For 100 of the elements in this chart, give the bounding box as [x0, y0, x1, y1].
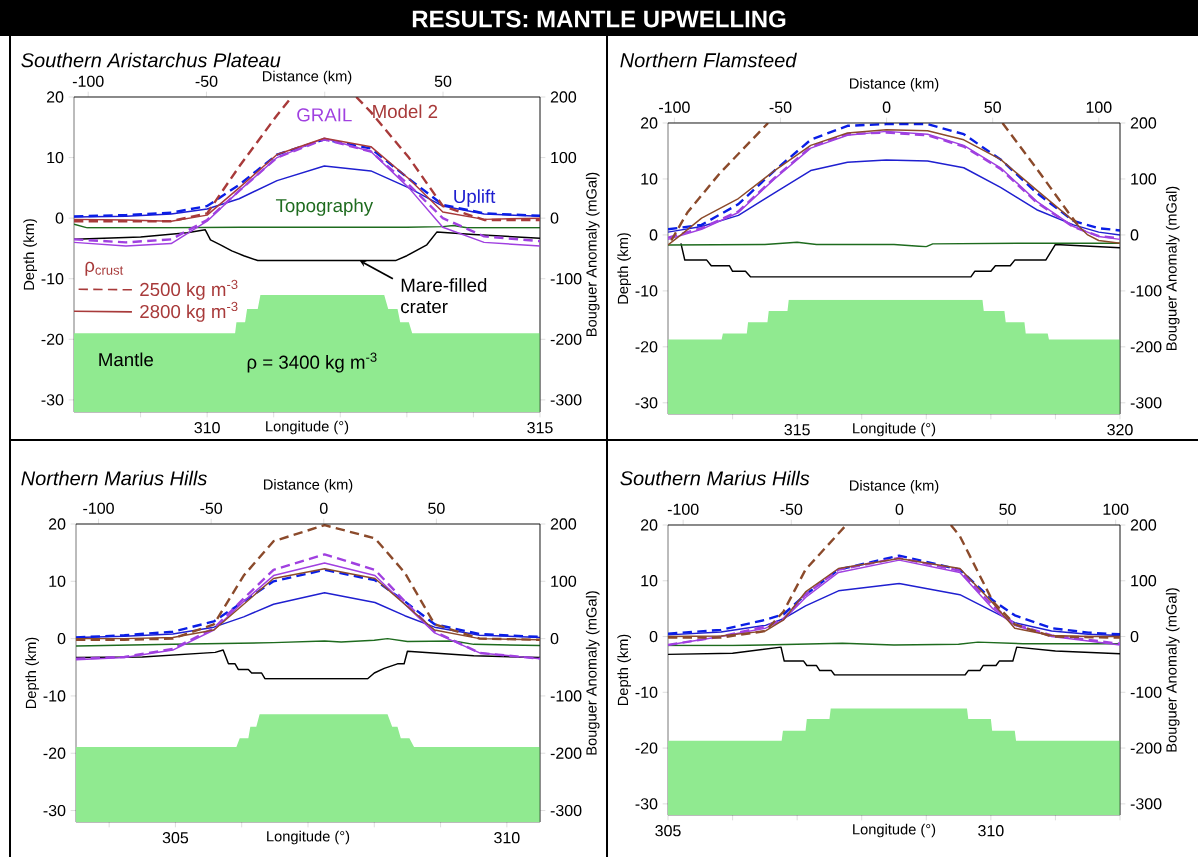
y2-axis-title: Bouguer Anomaly (mGal)	[585, 591, 600, 755]
x-tick-label: 305	[655, 825, 681, 837]
line-series	[668, 582, 1121, 637]
x2-tick-label: -100	[659, 101, 690, 113]
y2-axis-title: Bouguer Anomaly (mGal)	[585, 172, 600, 337]
y2-tick-label: -200	[550, 333, 582, 345]
x-tick-label: 315	[527, 422, 553, 434]
annotation: Mantle	[99, 352, 154, 367]
y-axis-title: Depth (km)	[617, 634, 632, 706]
y-tick-label: -30	[635, 798, 658, 810]
x-tick-label: 310	[978, 825, 1004, 837]
y-tick-label: 20	[640, 117, 658, 129]
y2-tick-label: 0	[550, 212, 559, 224]
y2-tick-label: -300	[550, 394, 582, 406]
y2-tick-label: -200	[1130, 742, 1162, 754]
series-label: Topography	[275, 198, 374, 216]
x-tick-label: 320	[1107, 424, 1133, 436]
y2-tick-label: 100	[1131, 575, 1157, 587]
y-tick-label: -10	[635, 686, 658, 698]
y-tick-label: -30	[635, 397, 658, 409]
y2-tick-label: -100	[550, 273, 582, 285]
y-tick-label: 0	[57, 632, 66, 645]
y-tick-label: 20	[640, 519, 658, 531]
y-tick-label: 10	[49, 575, 66, 587]
y2-tick-label: 100	[551, 151, 577, 164]
y2-tick-label: -300	[550, 804, 582, 817]
y-tick-label: -20	[43, 747, 66, 759]
annotation: ρ = 3400 kg m$^{-3}$	[247, 352, 377, 373]
y-tick-label: -20	[41, 333, 64, 345]
x-tick-label: 315	[784, 424, 810, 436]
x-axis-title: Longitude (°)	[267, 830, 350, 845]
x-tick-label: 310	[494, 832, 520, 844]
x2-tick-label: 100	[1103, 503, 1129, 515]
x2-tick-label: 50	[434, 75, 452, 87]
y2-tick-label: -100	[1130, 285, 1162, 297]
y2-tick-label: 0	[1130, 229, 1139, 241]
x2-tick-label: 50	[999, 503, 1016, 515]
y2-axis-title: Bouguer Anomaly (mGal)	[1165, 186, 1180, 351]
chart-title: Northern Marius Hills	[21, 470, 207, 486]
y2-tick-label: 200	[550, 518, 577, 530]
y-tick-label: -20	[635, 742, 658, 754]
x2-tick-label: -100	[72, 75, 104, 87]
chart-title: Southern Marius Hills	[620, 470, 810, 486]
annotation: ρ$_{crust}$	[85, 261, 124, 276]
line-series	[76, 637, 540, 647]
x2-tick-label: 0	[895, 503, 904, 515]
x2-tick-label: -100	[667, 503, 699, 515]
x2-tick-label: 50	[984, 101, 1001, 113]
y2-tick-label: -300	[1130, 397, 1162, 409]
y-tick-label: 0	[55, 212, 64, 224]
y-tick-label: 10	[641, 173, 658, 185]
y2-tick-label: 0	[550, 632, 559, 645]
line-series	[668, 159, 1121, 236]
y2-tick-label: 0	[1130, 630, 1139, 643]
y2-tick-label: 200	[1130, 519, 1157, 531]
annotation: 2500 kg m$^{-3}$	[140, 279, 238, 300]
x-tick-label: 310	[194, 422, 220, 434]
x2-axis-title: Distance (km)	[850, 479, 939, 494]
y-tick-label: 10	[47, 151, 64, 164]
chart-title: Southern Aristarchus Plateau	[21, 52, 281, 68]
x2-tick-label: -100	[83, 502, 114, 514]
y-tick-label: 20	[46, 91, 64, 103]
y-tick-label: -10	[43, 690, 66, 702]
x2-tick-label: -50	[769, 101, 792, 113]
x2-tick-label: 0	[882, 101, 891, 113]
y-tick-label: -10	[635, 285, 658, 297]
y-tick-label: 10	[641, 575, 658, 587]
y-tick-label: 20	[48, 518, 66, 530]
y-axis-title: Depth (km)	[23, 219, 37, 290]
x2-tick-label: 50	[428, 502, 445, 514]
chart-title: Northern Flamsteed	[620, 52, 797, 68]
y2-tick-label: -300	[1130, 798, 1162, 810]
x-tick-label: 305	[162, 832, 189, 844]
text: RESULTS: MANTLE UPWELLING	[412, 10, 786, 28]
y2-tick-label: 100	[551, 575, 577, 587]
series-label: Uplift	[454, 189, 496, 207]
x2-tick-label: 100	[1086, 101, 1112, 113]
x2-axis-title: Distance (km)	[262, 70, 352, 85]
y2-tick-label: 100	[1131, 173, 1157, 185]
series-label: GRAIL	[297, 108, 352, 122]
annotation: 2800 kg m$^{-3}$	[140, 301, 238, 322]
y-axis-title: Depth (km)	[617, 233, 632, 304]
x2-tick-label: -50	[195, 75, 218, 87]
y2-tick-label: 200	[1130, 117, 1157, 129]
y-tick-label: 0	[649, 630, 658, 643]
y2-tick-label: 200	[550, 91, 577, 103]
y2-axis-title: Bouguer Anomaly (mGal)	[1165, 588, 1180, 752]
x2-axis-title: Distance (km)	[850, 77, 939, 92]
x2-tick-label: -50	[780, 503, 803, 515]
annotation: Mare-filled crater	[401, 278, 487, 314]
y-tick-label: 0	[649, 229, 658, 241]
y-tick-label: -20	[635, 341, 658, 353]
y2-tick-label: -200	[1130, 341, 1162, 353]
x-axis-title: Longitude (°)	[853, 823, 936, 838]
y2-tick-label: -100	[1130, 686, 1162, 698]
y-tick-label: -30	[43, 804, 66, 817]
y-axis-title: Depth (km)	[25, 637, 39, 709]
y-tick-label: -30	[41, 394, 64, 406]
x2-tick-label: 0	[319, 502, 328, 514]
y2-tick-label: -100	[550, 690, 582, 702]
